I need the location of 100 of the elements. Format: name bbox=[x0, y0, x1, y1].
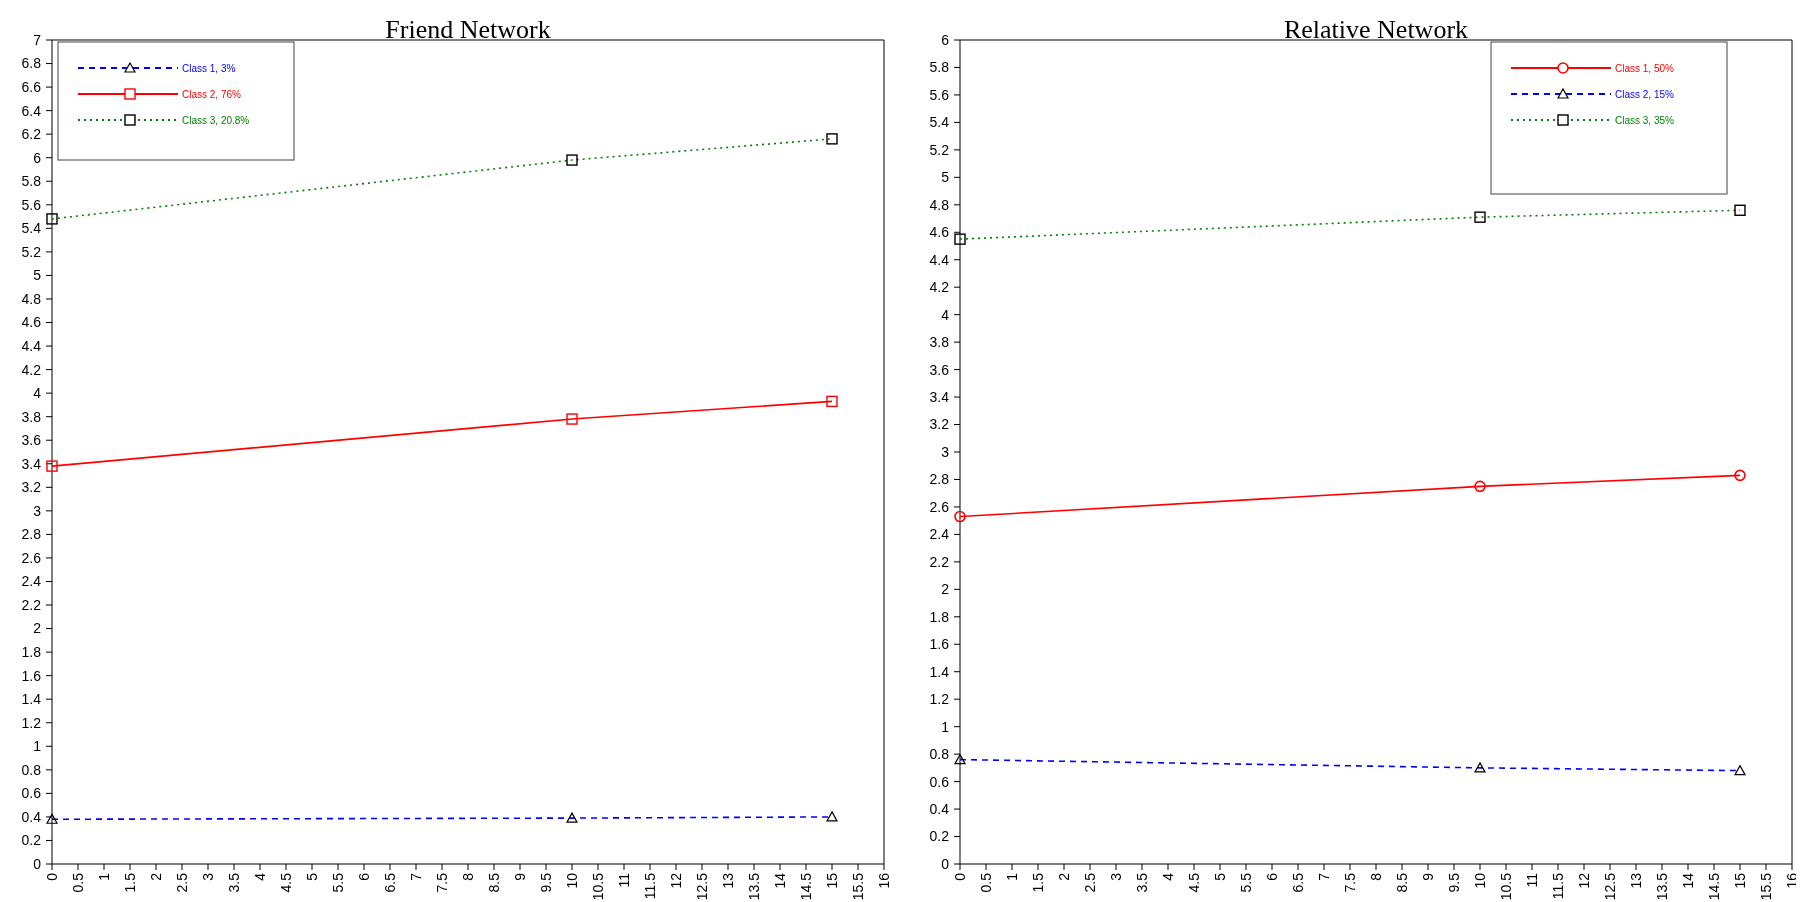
y-tick-label: 6.2 bbox=[21, 126, 42, 143]
y-tick-label: 1.6 bbox=[21, 667, 42, 684]
y-tick-label: 0.6 bbox=[929, 773, 950, 790]
x-tick-label: 12 bbox=[667, 872, 684, 889]
y-tick-label: 4 bbox=[33, 385, 42, 402]
y-tick-label: 6.8 bbox=[21, 55, 42, 72]
x-tick-label: 4 bbox=[1159, 872, 1176, 881]
y-tick-label: 4.8 bbox=[21, 290, 42, 307]
x-tick-label: 4 bbox=[251, 872, 268, 881]
x-tick-label: 11 bbox=[615, 872, 632, 888]
y-tick-label: 1.8 bbox=[929, 608, 950, 625]
x-tick-label: 8.5 bbox=[1393, 872, 1410, 893]
x-tick-label: 2.5 bbox=[1081, 872, 1098, 893]
y-tick-label: 5.8 bbox=[21, 173, 42, 190]
x-tick-label: 5.5 bbox=[1237, 872, 1254, 893]
x-tick-label: 11 bbox=[1523, 872, 1540, 888]
x-tick-label: 0.5 bbox=[69, 872, 86, 893]
x-tick-label: 5.5 bbox=[329, 872, 346, 893]
y-tick-label: 4.8 bbox=[929, 196, 950, 213]
text: Class 3, 35% bbox=[1615, 114, 1675, 126]
x-tick-label: 1 bbox=[1003, 872, 1020, 881]
y-tick-label: 3.2 bbox=[21, 479, 42, 496]
y-tick-label: 2.4 bbox=[929, 526, 950, 543]
text: Class 1, 3% bbox=[182, 62, 236, 74]
x-tick-label: 1.5 bbox=[1029, 872, 1046, 893]
x-tick-label: 9.5 bbox=[1445, 872, 1462, 893]
x-tick-label: 2 bbox=[1055, 872, 1072, 881]
x-tick-label: 16 bbox=[875, 872, 892, 889]
y-tick-label: 3 bbox=[33, 502, 42, 519]
y-tick-label: 6.4 bbox=[21, 102, 42, 119]
x-tick-label: 10 bbox=[1471, 872, 1488, 889]
y-tick-label: 1.4 bbox=[21, 691, 42, 708]
y-tick-label: 2.8 bbox=[929, 471, 950, 488]
x-tick-label: 7.5 bbox=[1341, 872, 1358, 893]
x-tick-label: 3.5 bbox=[225, 872, 242, 893]
text: Class 1, 50% bbox=[1615, 62, 1675, 74]
x-tick-label: 0.5 bbox=[977, 872, 994, 893]
y-tick-label: 1 bbox=[33, 738, 42, 755]
x-tick-label: 12 bbox=[1575, 872, 1592, 889]
x-tick-label: 14.5 bbox=[1705, 872, 1722, 901]
x-tick-label: 5 bbox=[303, 872, 320, 881]
point bbox=[566, 413, 578, 425]
x-tick-label: 13 bbox=[1627, 872, 1644, 889]
x-tick-label: 12.5 bbox=[693, 872, 710, 901]
x-tick-label: 10 bbox=[563, 872, 580, 889]
y-tick-label: 0.4 bbox=[21, 808, 42, 825]
x-tick-label: 13.5 bbox=[1653, 872, 1670, 901]
x-tick-label: 8.5 bbox=[485, 872, 502, 893]
y-tick-label: 0.8 bbox=[929, 746, 950, 763]
x-tick-label: 11.5 bbox=[641, 872, 658, 900]
point bbox=[1734, 469, 1746, 482]
x-tick-label: 10.5 bbox=[589, 872, 606, 901]
x-tick-label: 6.5 bbox=[381, 872, 398, 893]
y-tick-label: 6 bbox=[33, 149, 42, 166]
y-tick-label: 4.2 bbox=[21, 361, 42, 378]
y-tick-label: 0.6 bbox=[21, 785, 42, 802]
y-tick-label: 0.8 bbox=[21, 761, 42, 778]
y-tick-label: 3.4 bbox=[21, 455, 42, 472]
x-tick-label: 13.5 bbox=[745, 872, 762, 901]
x-tick-label: 15.5 bbox=[849, 872, 866, 901]
x-tick-label: 2.5 bbox=[173, 872, 190, 893]
x-tick-label: 14 bbox=[1679, 872, 1696, 889]
text: Class 3, 20.8% bbox=[182, 114, 250, 126]
y-tick-label: 3.8 bbox=[21, 408, 42, 425]
chart-title: Relative Network bbox=[1283, 15, 1469, 44]
x-tick-label: 14 bbox=[771, 872, 788, 889]
y-tick-label: 1.6 bbox=[929, 636, 950, 653]
y-tick-label: 4.2 bbox=[929, 279, 950, 296]
x-tick-label: 1 bbox=[95, 872, 112, 881]
y-tick-label: 2.2 bbox=[929, 553, 950, 570]
y-tick-label: 4.6 bbox=[21, 314, 42, 331]
x-tick-label: 7 bbox=[407, 872, 424, 881]
y-tick-label: 5.6 bbox=[929, 86, 950, 103]
x-tick-label: 7.5 bbox=[433, 872, 450, 893]
y-tick-label: 5.2 bbox=[929, 141, 950, 158]
y-tick-label: 5.2 bbox=[21, 243, 42, 260]
x-tick-label: 5 bbox=[1211, 872, 1228, 881]
y-tick-label: 4 bbox=[941, 306, 950, 323]
x-tick-label: 8 bbox=[459, 872, 476, 881]
text: Class 2, 76% bbox=[182, 88, 242, 100]
y-tick-label: 1.2 bbox=[21, 714, 42, 731]
y-tick-label: 6 bbox=[941, 31, 950, 48]
x-tick-label: 7 bbox=[1315, 872, 1332, 881]
y-tick-label: 2 bbox=[941, 581, 950, 598]
y-tick-label: 7 bbox=[33, 31, 42, 48]
y-tick-label: 2.6 bbox=[21, 549, 42, 566]
x-tick-label: 6 bbox=[1263, 872, 1280, 881]
y-tick-label: 1.8 bbox=[21, 644, 42, 661]
y-tick-label: 1.2 bbox=[929, 691, 950, 708]
point bbox=[826, 395, 838, 408]
x-tick-label: 4.5 bbox=[277, 872, 294, 893]
y-tick-label: 4.4 bbox=[21, 337, 42, 354]
y-tick-label: 4.4 bbox=[929, 251, 950, 268]
x-tick-label: 6.5 bbox=[1289, 872, 1306, 893]
x-tick-label: 15.5 bbox=[1757, 872, 1774, 901]
x-tick-label: 8 bbox=[1367, 872, 1384, 881]
y-tick-label: 3.6 bbox=[929, 361, 950, 378]
y-tick-label: 0.2 bbox=[21, 832, 42, 849]
y-tick-label: 3 bbox=[941, 443, 950, 460]
x-tick-label: 2 bbox=[147, 872, 164, 881]
